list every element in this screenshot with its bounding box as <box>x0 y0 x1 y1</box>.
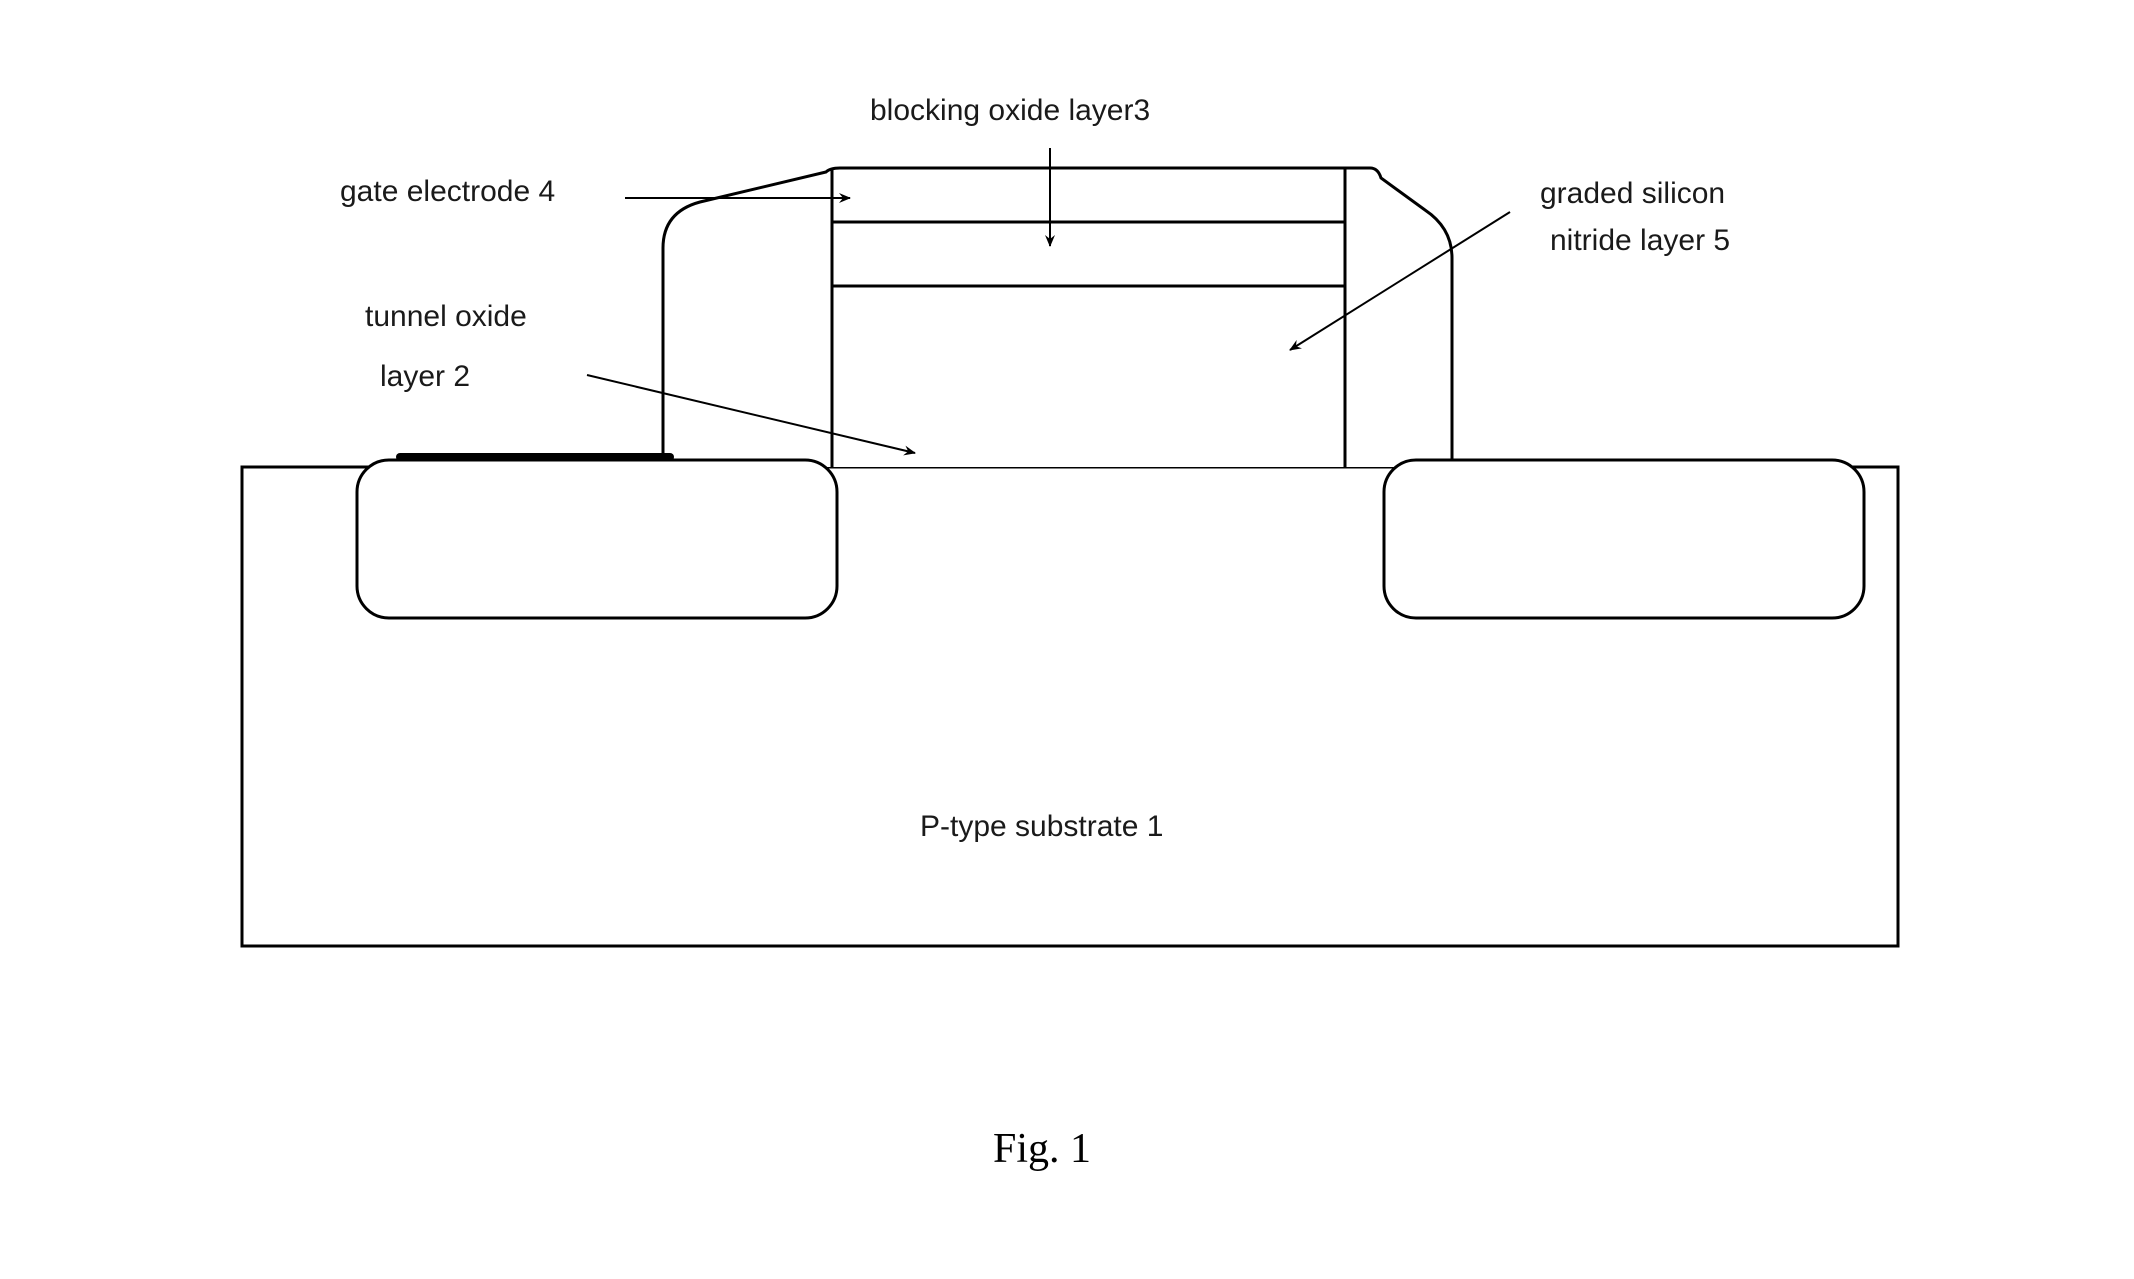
figure-canvas: blocking oxide layer3 gate electrode 4 g… <box>0 0 2134 1279</box>
diagram-svg <box>0 0 2134 1279</box>
figure-caption: Fig. 1 <box>993 1125 1091 1173</box>
label-blocking-oxide: blocking oxide layer3 <box>870 94 1150 128</box>
label-gate-electrode: gate electrode 4 <box>340 175 555 209</box>
label-tunnel-oxide-line1: tunnel oxide <box>365 300 527 334</box>
label-tunnel-oxide-line2: layer 2 <box>380 360 470 394</box>
label-graded-silicon-nitride-line2: nitride layer 5 <box>1550 224 1730 258</box>
left-sd-region <box>357 460 837 618</box>
right-sd-region <box>1384 460 1864 618</box>
label-graded-silicon-nitride-line1: graded silicon <box>1540 177 1725 211</box>
label-p-substrate: P-type substrate 1 <box>920 810 1163 844</box>
